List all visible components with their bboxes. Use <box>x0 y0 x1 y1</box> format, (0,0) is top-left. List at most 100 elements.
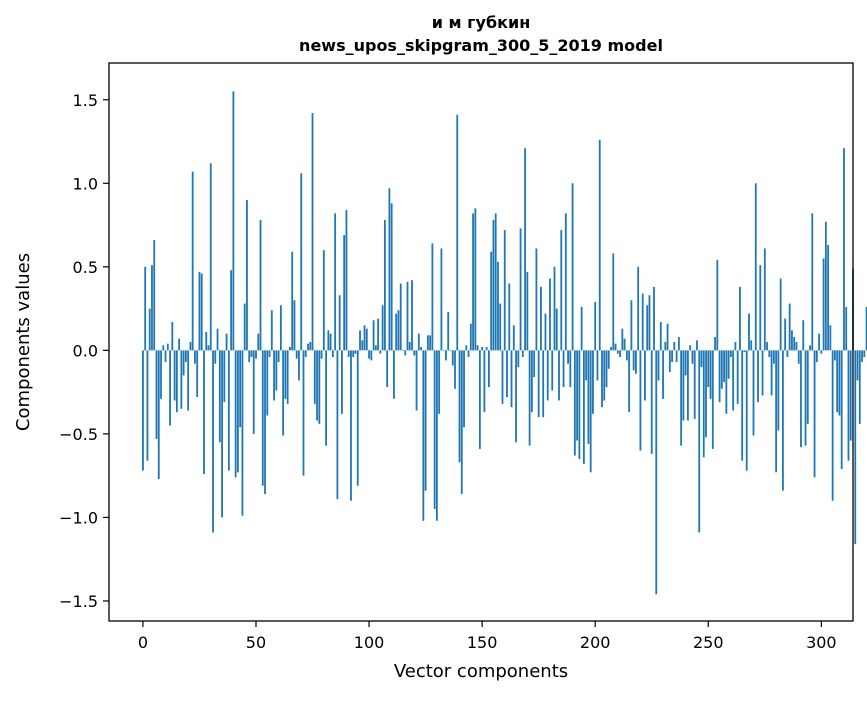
bar-103 <box>374 345 377 351</box>
bar-185 <box>560 230 563 351</box>
bar-50 <box>255 350 257 359</box>
bar-313 <box>849 350 852 441</box>
bar-101 <box>370 350 373 361</box>
bar-144 <box>467 350 470 358</box>
y-tick-label-6: 1.5 <box>73 91 98 110</box>
x-tick-label-250: 250 <box>693 633 724 652</box>
bar-233 <box>668 350 671 373</box>
bar-60 <box>277 350 280 363</box>
bar-214 <box>625 350 628 361</box>
bar-264 <box>739 286 741 351</box>
bar-212 <box>621 328 624 351</box>
bar-34 <box>218 350 221 443</box>
x-tick-label-0: 0 <box>138 633 148 652</box>
bar-203 <box>601 350 603 408</box>
x-axis: 0 50 100 150 200 250 300 <box>138 621 837 652</box>
bar-283 <box>781 350 784 491</box>
bar-79 <box>320 350 323 359</box>
bars-group <box>142 91 867 595</box>
bar-120 <box>413 350 416 356</box>
bar-127 <box>429 335 432 351</box>
bar-128 <box>431 243 434 351</box>
bar-47 <box>248 350 251 363</box>
bar-143 <box>465 345 468 351</box>
bar-255 <box>718 350 721 403</box>
bar-81 <box>325 350 327 446</box>
bar-9 <box>162 345 165 351</box>
bar-250 <box>707 350 710 388</box>
bar-141 <box>460 350 463 495</box>
bar-22 <box>191 171 194 351</box>
x-axis-label: Vector components <box>394 661 568 682</box>
bar-211 <box>619 350 621 358</box>
bar-307 <box>836 350 839 413</box>
bar-218 <box>635 350 637 374</box>
bar-0 <box>142 350 144 471</box>
bar-256 <box>720 350 723 389</box>
bar-195 <box>582 350 585 464</box>
bar-33 <box>216 328 219 351</box>
bar-146 <box>472 213 474 351</box>
bar-153 <box>488 350 490 388</box>
bar-251 <box>709 350 712 399</box>
bar-31 <box>212 350 214 533</box>
bar-262 <box>734 342 737 351</box>
bar-280 <box>775 350 778 473</box>
bar-219 <box>637 266 640 351</box>
bar-267 <box>745 350 748 471</box>
bar-98 <box>363 325 366 351</box>
bar-158 <box>499 303 502 351</box>
bar-269 <box>750 340 753 351</box>
bar-252 <box>711 350 714 449</box>
bar-213 <box>623 338 626 351</box>
bar-36 <box>223 350 226 403</box>
bar-56 <box>268 350 271 358</box>
bar-78 <box>318 350 321 424</box>
bar-193 <box>578 350 581 459</box>
bar-231 <box>664 342 667 351</box>
bar-230 <box>662 350 664 399</box>
bar-208 <box>612 253 615 351</box>
bar-76 <box>313 350 316 404</box>
bar-305 <box>831 350 834 501</box>
bar-289 <box>795 342 798 351</box>
bar-303 <box>827 245 830 351</box>
bar-247 <box>700 350 703 368</box>
bar-55 <box>266 350 269 416</box>
y-tick-label-1: −1.0 <box>59 508 98 527</box>
bar-237 <box>677 336 680 351</box>
y-tick-label-4: 0.5 <box>73 258 98 277</box>
bar-288 <box>793 336 796 351</box>
bar-191 <box>573 350 576 456</box>
bar-241 <box>687 350 689 421</box>
bar-263 <box>736 350 739 404</box>
bar-225 <box>650 350 653 454</box>
bar-277 <box>768 350 771 358</box>
bar-151 <box>483 350 486 413</box>
bar-106 <box>381 305 384 351</box>
bar-318 <box>861 350 863 363</box>
bar-319 <box>863 350 866 358</box>
bar-94 <box>354 350 357 354</box>
bar-196 <box>585 350 588 381</box>
bar-135 <box>447 311 450 351</box>
bar-320 <box>865 306 867 351</box>
bar-299 <box>818 333 820 351</box>
y-tick-label-3: 0.0 <box>73 341 98 360</box>
bar-4 <box>151 265 153 351</box>
bar-242 <box>689 345 692 351</box>
bar-39 <box>230 270 233 351</box>
bar-111 <box>393 350 395 399</box>
bar-122 <box>417 333 420 351</box>
plot-frame <box>108 62 854 622</box>
bar-188 <box>567 350 569 364</box>
bar-268 <box>748 313 750 351</box>
bar-157 <box>497 261 499 351</box>
bar-189 <box>569 350 572 388</box>
bar-68 <box>295 350 298 359</box>
bar-187 <box>564 213 567 351</box>
bar-221 <box>641 293 644 351</box>
y-axis-label: Components values <box>13 253 34 431</box>
